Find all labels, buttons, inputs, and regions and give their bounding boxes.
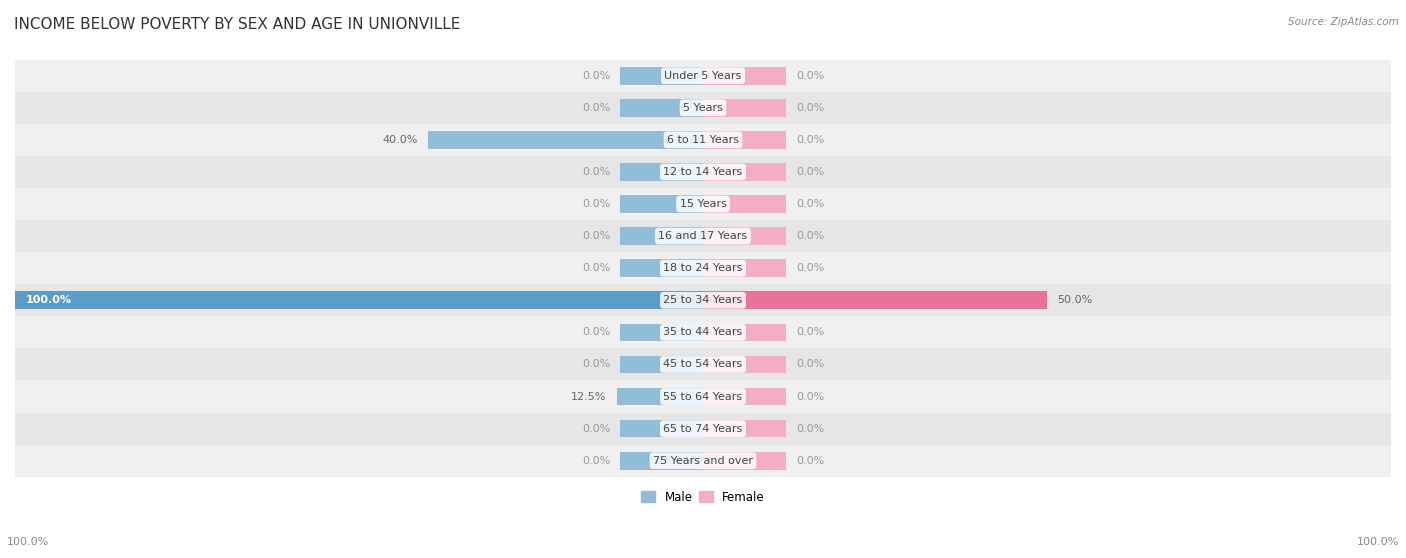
Text: 100.0%: 100.0% bbox=[25, 295, 72, 305]
Bar bbox=[703, 291, 1047, 309]
Text: 0.0%: 0.0% bbox=[796, 103, 824, 113]
Text: 6 to 11 Years: 6 to 11 Years bbox=[666, 135, 740, 145]
Text: 0.0%: 0.0% bbox=[796, 328, 824, 338]
Bar bbox=[15, 252, 1391, 284]
Bar bbox=[15, 188, 1391, 220]
Text: 12 to 14 Years: 12 to 14 Years bbox=[664, 167, 742, 177]
Bar bbox=[15, 124, 1391, 156]
Text: 0.0%: 0.0% bbox=[582, 424, 610, 434]
Text: 12.5%: 12.5% bbox=[571, 392, 606, 402]
Bar bbox=[15, 381, 1391, 412]
Text: 0.0%: 0.0% bbox=[796, 263, 824, 273]
Text: 75 Years and over: 75 Years and over bbox=[652, 456, 754, 466]
Bar bbox=[620, 420, 703, 437]
Text: 0.0%: 0.0% bbox=[796, 456, 824, 466]
Text: 0.0%: 0.0% bbox=[796, 359, 824, 369]
Text: 0.0%: 0.0% bbox=[796, 231, 824, 241]
Bar bbox=[620, 67, 703, 84]
Text: 0.0%: 0.0% bbox=[796, 167, 824, 177]
Text: 40.0%: 40.0% bbox=[382, 135, 418, 145]
Bar bbox=[703, 163, 786, 181]
Bar bbox=[620, 163, 703, 181]
Text: 0.0%: 0.0% bbox=[582, 231, 610, 241]
Legend: Male, Female: Male, Female bbox=[637, 486, 769, 508]
Bar bbox=[15, 92, 1391, 124]
Bar bbox=[620, 355, 703, 373]
Text: 50.0%: 50.0% bbox=[1057, 295, 1092, 305]
Bar bbox=[703, 227, 786, 245]
Text: 45 to 54 Years: 45 to 54 Years bbox=[664, 359, 742, 369]
Text: 0.0%: 0.0% bbox=[582, 328, 610, 338]
Bar bbox=[15, 284, 1391, 316]
Text: Under 5 Years: Under 5 Years bbox=[665, 71, 741, 81]
Bar bbox=[15, 316, 1391, 348]
Text: 0.0%: 0.0% bbox=[796, 71, 824, 81]
Text: 0.0%: 0.0% bbox=[796, 199, 824, 209]
Text: INCOME BELOW POVERTY BY SEX AND AGE IN UNIONVILLE: INCOME BELOW POVERTY BY SEX AND AGE IN U… bbox=[14, 17, 460, 32]
Bar bbox=[703, 388, 786, 405]
Text: 16 and 17 Years: 16 and 17 Years bbox=[658, 231, 748, 241]
Text: Source: ZipAtlas.com: Source: ZipAtlas.com bbox=[1288, 17, 1399, 27]
Bar bbox=[703, 420, 786, 437]
Text: 0.0%: 0.0% bbox=[582, 71, 610, 81]
Bar bbox=[620, 259, 703, 277]
Bar bbox=[620, 452, 703, 469]
Text: 15 Years: 15 Years bbox=[679, 199, 727, 209]
Bar bbox=[703, 67, 786, 84]
Bar bbox=[15, 291, 703, 309]
Bar bbox=[620, 324, 703, 341]
Bar bbox=[703, 355, 786, 373]
Bar bbox=[703, 195, 786, 213]
Bar bbox=[15, 412, 1391, 445]
Bar bbox=[620, 195, 703, 213]
Bar bbox=[703, 259, 786, 277]
Text: 0.0%: 0.0% bbox=[582, 199, 610, 209]
Bar bbox=[703, 324, 786, 341]
Text: 0.0%: 0.0% bbox=[796, 424, 824, 434]
Text: 100.0%: 100.0% bbox=[7, 537, 49, 547]
Text: 0.0%: 0.0% bbox=[582, 263, 610, 273]
Bar bbox=[620, 227, 703, 245]
Bar bbox=[15, 445, 1391, 477]
Text: 100.0%: 100.0% bbox=[1357, 537, 1399, 547]
Text: 0.0%: 0.0% bbox=[582, 456, 610, 466]
Bar bbox=[703, 452, 786, 469]
Bar bbox=[427, 131, 703, 148]
Text: 0.0%: 0.0% bbox=[796, 392, 824, 402]
Bar bbox=[15, 220, 1391, 252]
Bar bbox=[620, 99, 703, 117]
Text: 0.0%: 0.0% bbox=[582, 167, 610, 177]
Bar bbox=[15, 60, 1391, 92]
Text: 65 to 74 Years: 65 to 74 Years bbox=[664, 424, 742, 434]
Text: 0.0%: 0.0% bbox=[796, 135, 824, 145]
Text: 25 to 34 Years: 25 to 34 Years bbox=[664, 295, 742, 305]
Bar bbox=[617, 388, 703, 405]
Bar bbox=[15, 156, 1391, 188]
Text: 18 to 24 Years: 18 to 24 Years bbox=[664, 263, 742, 273]
Bar bbox=[703, 131, 786, 148]
Bar bbox=[703, 99, 786, 117]
Text: 55 to 64 Years: 55 to 64 Years bbox=[664, 392, 742, 402]
Text: 5 Years: 5 Years bbox=[683, 103, 723, 113]
Text: 35 to 44 Years: 35 to 44 Years bbox=[664, 328, 742, 338]
Text: 0.0%: 0.0% bbox=[582, 359, 610, 369]
Text: 0.0%: 0.0% bbox=[582, 103, 610, 113]
Bar bbox=[15, 348, 1391, 381]
